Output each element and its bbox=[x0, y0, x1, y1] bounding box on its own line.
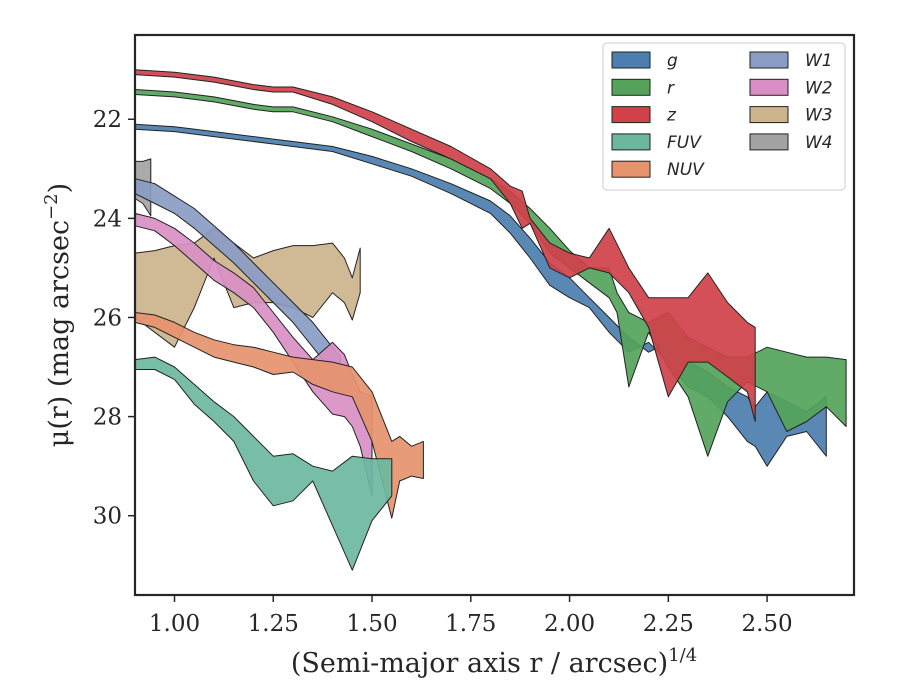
legend-swatch-z bbox=[611, 106, 651, 124]
y-axis-label-close: ) bbox=[44, 183, 75, 194]
y-tick-label: 22 bbox=[93, 107, 122, 133]
legend-swatch-w2 bbox=[749, 78, 789, 96]
x-tick-label: 1.75 bbox=[445, 611, 496, 637]
series-band-g bbox=[134, 123, 827, 467]
legend-label-w1: W1 bbox=[805, 51, 833, 71]
series-band-z bbox=[134, 69, 756, 422]
legend-label-r: r bbox=[667, 78, 675, 98]
legend-swatch-fuv bbox=[611, 133, 651, 151]
legend-label-z: z bbox=[666, 106, 677, 126]
x-tick-label: 2.50 bbox=[741, 611, 792, 637]
legend-swatch-nuv bbox=[611, 160, 651, 178]
legend: grz FUV NUV W1 W2 W3 W4 bbox=[602, 42, 846, 191]
x-axis-label-exponent: 1/4 bbox=[668, 645, 697, 666]
ticks-layer: 1.00 1.25 1.50 1.75 2.00 2.25 2.50 22 24 26 28 30 bbox=[93, 107, 793, 637]
x-tick-label: 1.50 bbox=[346, 611, 397, 637]
legend-swatch-r bbox=[611, 78, 651, 96]
legend-label-w3: W3 bbox=[805, 106, 833, 126]
x-tick-label: 2.00 bbox=[544, 611, 595, 637]
legend-label-w2: W2 bbox=[805, 78, 833, 98]
x-tick-label: 2.25 bbox=[643, 611, 694, 637]
legend-label-g: g bbox=[667, 51, 678, 71]
legend-swatch-g bbox=[611, 51, 651, 69]
legend-swatch-w3 bbox=[749, 106, 789, 124]
y-tick-label: 28 bbox=[93, 405, 122, 431]
x-tick-label: 1.00 bbox=[149, 611, 200, 637]
y-tick-label: 26 bbox=[93, 305, 122, 331]
series-band-fuv bbox=[134, 356, 393, 571]
y-axis-label: μ(r) (mag arcsec−2) bbox=[41, 183, 75, 447]
legend-swatch-w4 bbox=[749, 133, 789, 151]
legend-label-fuv: FUV bbox=[667, 133, 702, 153]
series-layer bbox=[134, 69, 847, 571]
y-tick-label: 24 bbox=[93, 206, 122, 232]
legend-label-nuv: NUV bbox=[667, 160, 705, 180]
y-axis-label-exponent: −2 bbox=[41, 193, 62, 220]
legend-label-w4: W4 bbox=[805, 133, 833, 153]
series-band-nuv bbox=[134, 312, 424, 519]
y-tick-label: 30 bbox=[93, 504, 122, 530]
legend-swatch-w1 bbox=[749, 51, 789, 69]
x-tick-label: 1.25 bbox=[248, 611, 299, 637]
x-axis-label: (Semi-major axis r / arcsec)1/4 bbox=[291, 645, 697, 679]
plot-frame bbox=[133, 33, 856, 597]
